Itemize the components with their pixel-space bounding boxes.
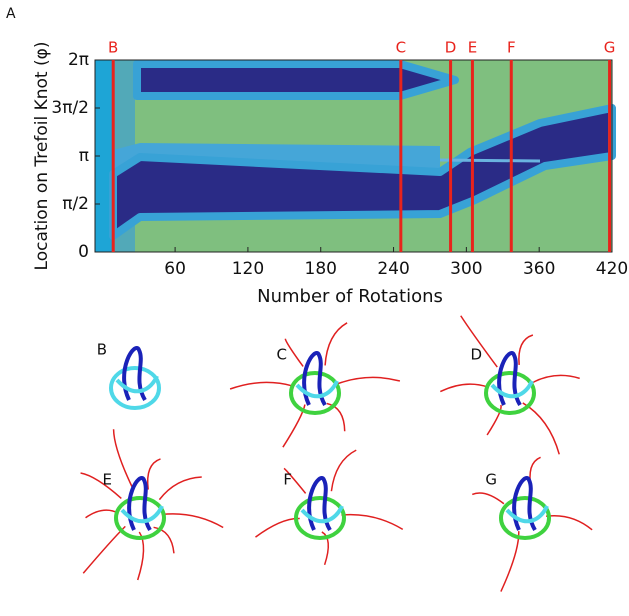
knot-label: G <box>485 471 497 489</box>
tail <box>341 513 404 531</box>
y-tick-label: 3π/2 <box>51 98 89 118</box>
knot-strand <box>505 505 549 524</box>
tail <box>336 376 401 385</box>
marker-label: G <box>604 39 616 57</box>
knot: F <box>255 449 404 566</box>
tail <box>546 515 593 531</box>
tail <box>85 509 119 519</box>
thread <box>439 158 541 163</box>
knot-ring <box>294 496 346 540</box>
tail <box>136 531 145 581</box>
knot: D <box>439 315 580 455</box>
tail <box>518 334 534 366</box>
tail <box>326 402 346 432</box>
tail <box>500 531 520 592</box>
marker-label: C <box>396 39 406 57</box>
x-tick-label: 420 <box>596 259 628 279</box>
knot: C <box>229 322 401 448</box>
knot-loop <box>122 346 147 402</box>
tail <box>82 525 126 574</box>
tail <box>486 404 502 436</box>
knot-label: F <box>283 471 292 489</box>
tail <box>324 322 348 366</box>
knot-strand <box>120 505 164 524</box>
tail <box>439 383 489 393</box>
marker-label: F <box>507 39 516 57</box>
knot-loop <box>127 476 152 532</box>
knot-strand <box>300 505 344 524</box>
y-tick-label: 2π <box>68 50 89 70</box>
knot-strand <box>115 375 159 394</box>
x-tick-label: 300 <box>450 259 482 279</box>
tail <box>153 526 175 554</box>
y-axis-label: Location on Trefoil Knot (φ) <box>32 42 52 271</box>
y-tick-label: π <box>79 146 89 166</box>
knot-label: D <box>470 346 482 364</box>
x-axis-label: Number of Rotations <box>257 286 443 307</box>
knot-ring <box>289 371 341 415</box>
knot-loop <box>307 476 332 532</box>
tail <box>460 315 498 368</box>
x-tick-label: 120 <box>232 259 264 279</box>
tail <box>229 381 294 390</box>
region-top <box>133 60 459 100</box>
y-tick-label: π/2 <box>62 194 89 214</box>
knot-strand <box>490 380 534 399</box>
plot-area <box>94 59 616 253</box>
tail <box>471 492 505 505</box>
knot-ring <box>109 366 161 410</box>
knot-ring <box>114 496 166 540</box>
tail <box>531 374 580 384</box>
knot-label: E <box>103 471 112 489</box>
tail <box>283 467 307 494</box>
knot: B <box>97 341 161 410</box>
tail <box>255 517 300 538</box>
knot: G <box>471 456 593 592</box>
knot-loop <box>512 476 537 532</box>
tail <box>321 531 330 566</box>
tail <box>330 449 357 492</box>
knot-loop <box>302 351 327 407</box>
knot-ring <box>484 371 536 415</box>
tail <box>284 338 304 367</box>
tail <box>522 402 560 455</box>
knot-label: C <box>277 346 287 364</box>
x-tick-label: 240 <box>377 259 409 279</box>
y-tick-label: 0 <box>78 242 89 262</box>
marker-label: B <box>108 39 118 57</box>
tail <box>80 472 122 499</box>
marker-label: D <box>445 39 457 57</box>
knot-loop <box>497 351 522 407</box>
marker-label: E <box>468 39 477 57</box>
knot: E <box>80 429 224 581</box>
tail <box>161 513 224 529</box>
tail <box>112 429 134 490</box>
x-tick-label: 60 <box>164 259 186 279</box>
panel-label: A <box>6 6 16 22</box>
knot-label: B <box>97 341 107 359</box>
knot-strand <box>295 380 339 399</box>
x-tick-label: 180 <box>305 259 337 279</box>
tail <box>158 476 202 501</box>
tail <box>146 458 161 490</box>
x-tick-label: 360 <box>523 259 555 279</box>
knot-panels: B C D E F G <box>80 315 593 592</box>
knot-ring <box>499 496 551 540</box>
tail <box>282 404 306 448</box>
